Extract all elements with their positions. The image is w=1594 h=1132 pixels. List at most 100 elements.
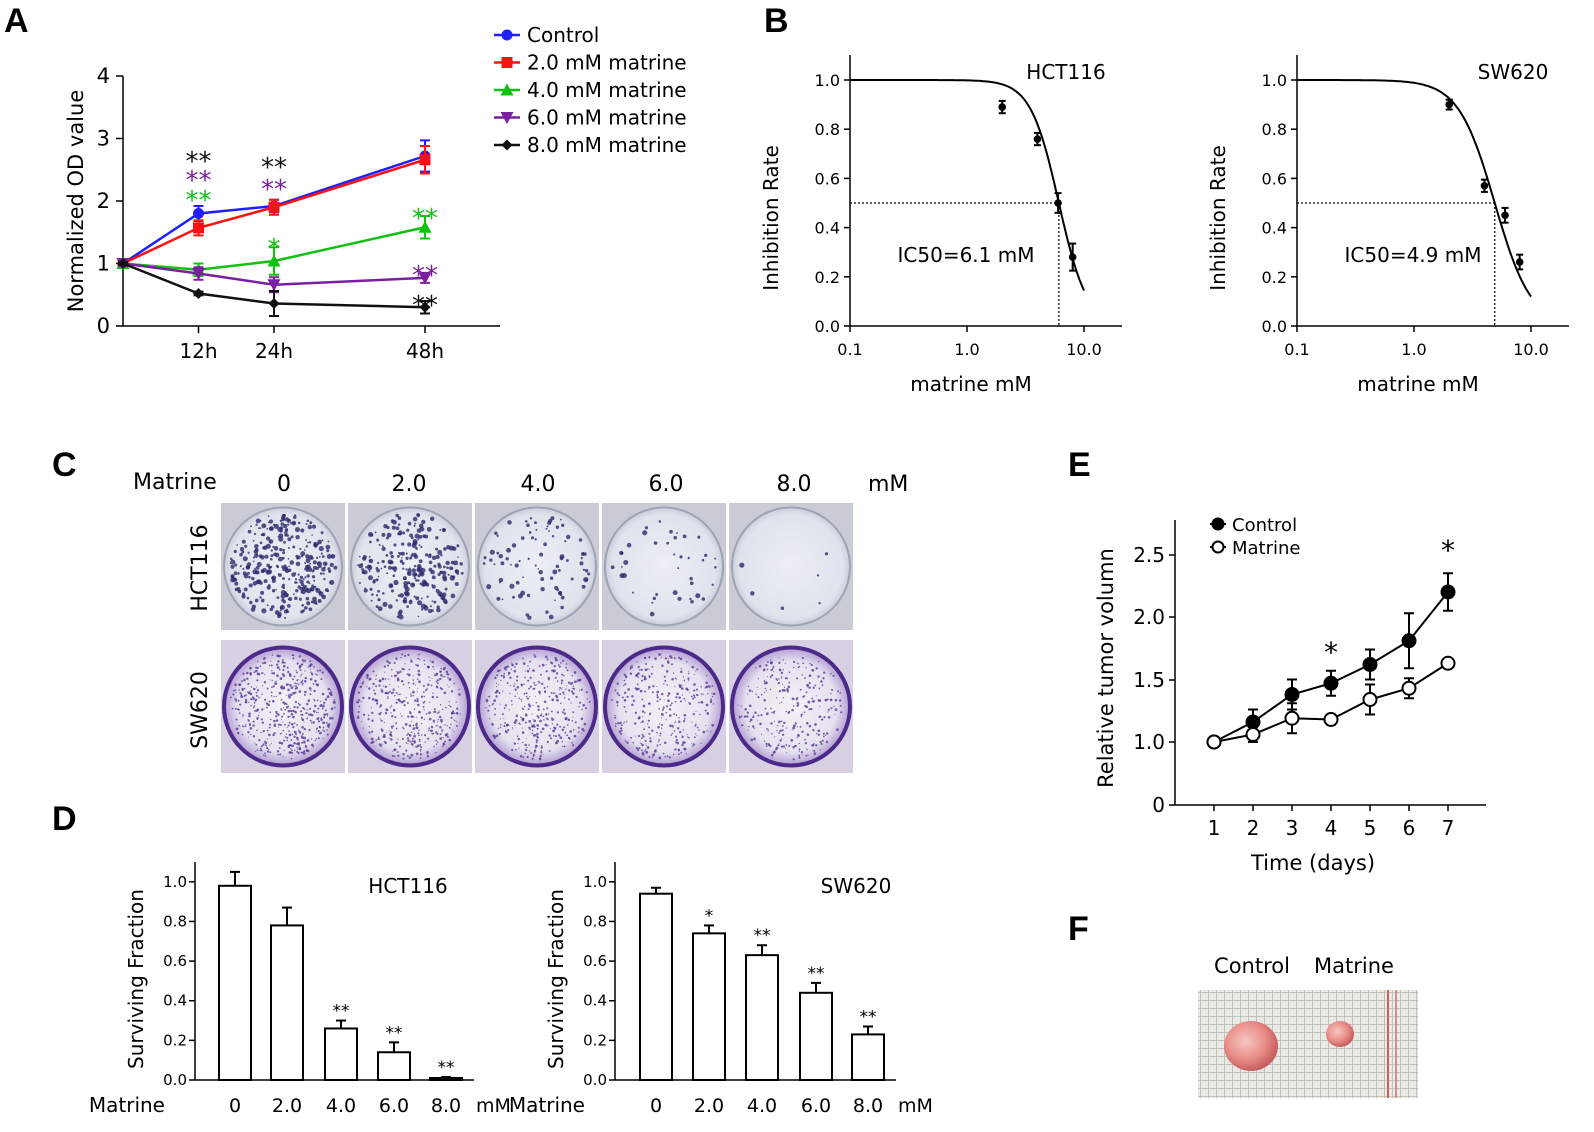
plate-colony — [393, 674, 397, 678]
plate-colony — [556, 588, 560, 592]
plate-colony — [413, 577, 417, 580]
plate-colony — [250, 525, 253, 528]
plate-colony — [783, 721, 786, 725]
plate-sw-dose-3 — [602, 640, 726, 773]
chart-b-title: HCT116 — [1026, 60, 1105, 84]
plate-colony — [442, 676, 445, 678]
plate-colony — [360, 700, 362, 703]
plate-colony — [822, 677, 825, 680]
plate-colony — [435, 725, 438, 727]
plate-colony — [312, 709, 316, 713]
plate-colony — [555, 658, 558, 662]
plate-colony — [771, 674, 773, 676]
plate-colony — [234, 581, 239, 586]
chart-a-point-marker — [192, 268, 205, 280]
plate-colony — [658, 741, 660, 743]
plate-colony — [705, 685, 709, 689]
plate-colony — [368, 559, 372, 562]
plate-colony — [256, 679, 259, 682]
plate-colony — [442, 565, 446, 569]
plate-colony — [418, 544, 421, 547]
plate-colony — [379, 738, 381, 740]
chart-b-point-marker — [1068, 253, 1077, 261]
plate-colony — [427, 683, 430, 686]
plate-colony — [330, 707, 334, 711]
plate-colony — [321, 707, 324, 710]
plate-colony — [511, 663, 514, 667]
plate-colony — [276, 712, 278, 715]
plate-colony — [233, 549, 237, 554]
plate-colony — [395, 741, 398, 745]
plate-colony — [309, 693, 312, 696]
plate-colony — [417, 579, 420, 582]
plate-colony — [452, 546, 457, 551]
plate-colony — [791, 697, 795, 701]
plate-colony — [518, 747, 520, 750]
plate-colony — [377, 606, 383, 612]
plate-colony — [659, 735, 661, 737]
plate-colony — [259, 581, 263, 585]
plate-colony — [325, 721, 328, 724]
plate-colony — [318, 556, 321, 558]
plate-colony — [675, 714, 678, 716]
plate-colony — [807, 754, 809, 756]
chart-a-series-line — [122, 262, 426, 309]
chart-d-ytick-label: 0.0 — [583, 1071, 607, 1089]
plate-colony — [443, 547, 447, 551]
legend-a-marker — [500, 83, 514, 96]
plate-colony — [486, 584, 492, 590]
plate-colony — [407, 715, 410, 718]
plate-colony — [390, 712, 392, 714]
plate-colony — [296, 662, 299, 665]
plate-colony — [435, 739, 437, 742]
plate-colony — [390, 519, 395, 523]
plate-colony — [377, 589, 380, 593]
plate-colony — [250, 704, 252, 707]
plate-colony — [306, 702, 309, 706]
plate-colony — [572, 685, 575, 687]
legend-a-label: 6.0 mM matrine — [527, 106, 687, 130]
plate-colony — [641, 679, 644, 682]
plate-colony — [287, 671, 289, 673]
plate-colony — [509, 684, 511, 687]
plate-colony — [291, 749, 293, 752]
plate-colony — [320, 678, 323, 681]
plate-colony — [695, 693, 698, 696]
plate-colony — [579, 701, 582, 704]
plate-colony — [572, 716, 574, 718]
plate-colony — [792, 660, 796, 664]
plate-colony — [310, 600, 314, 604]
plate-colony — [549, 728, 551, 730]
chart-a-series-line — [122, 154, 426, 265]
chart-a-significance: * — [268, 234, 281, 264]
plate-colony — [692, 697, 695, 700]
plate-colony — [666, 705, 669, 708]
plate-colony — [455, 711, 459, 715]
plate-colony — [617, 721, 620, 725]
plate-colony — [288, 695, 291, 699]
plate-colony — [296, 706, 299, 709]
plate-colony — [432, 665, 434, 668]
plate-colony — [783, 686, 786, 688]
plate-colony — [489, 549, 495, 555]
plate-colony — [651, 601, 654, 604]
plate-colony — [541, 713, 543, 715]
plate-colony — [807, 700, 811, 704]
plate-colony — [370, 707, 372, 709]
plate-colony — [527, 557, 530, 561]
plate-colony — [243, 694, 246, 697]
plate-colony — [643, 677, 647, 681]
plate-colony — [542, 708, 545, 711]
plate-colony — [242, 567, 245, 570]
plate-colony — [804, 677, 806, 679]
plate-colony — [534, 538, 537, 541]
plate-colony — [539, 719, 542, 723]
plate-colony — [402, 599, 405, 602]
plate-colony — [294, 581, 297, 584]
plate-colony — [786, 688, 789, 691]
plate-colony — [309, 562, 311, 565]
plate-colony — [554, 599, 556, 602]
plate-colony — [501, 598, 504, 601]
plate-colony — [614, 716, 617, 719]
